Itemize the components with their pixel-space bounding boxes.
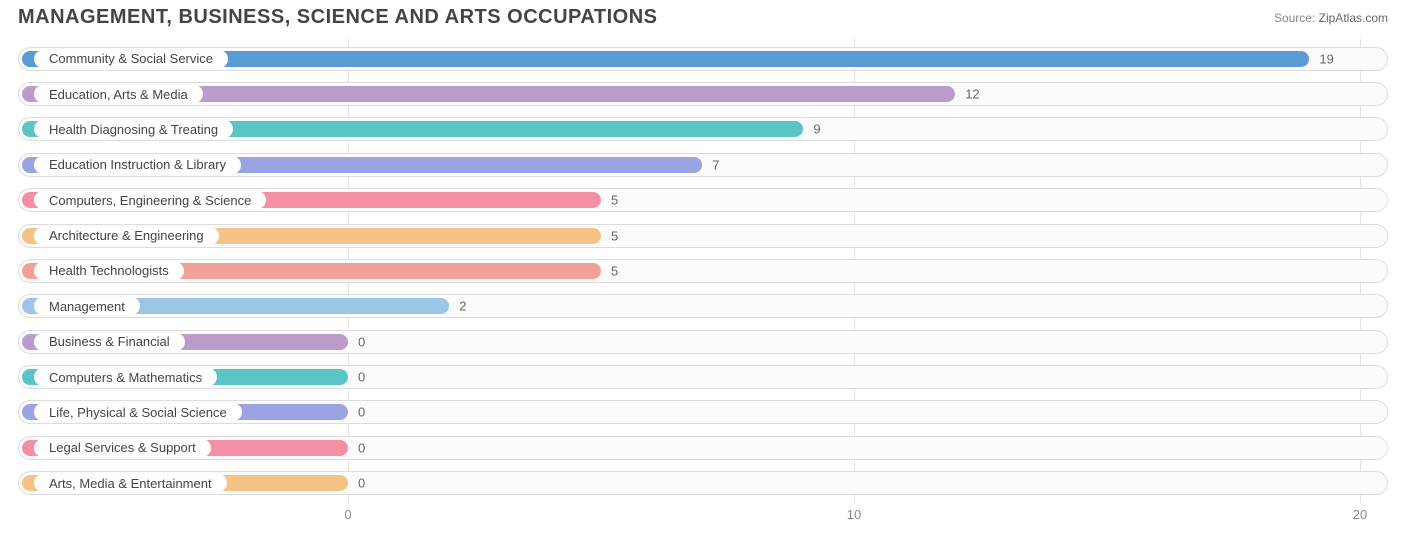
- x-tick: 10: [847, 507, 861, 522]
- bar-label-pill: Business & Financial: [34, 333, 185, 351]
- bar-label-pill: Community & Social Service: [34, 50, 228, 68]
- bar-value: 0: [358, 334, 365, 349]
- bar-label-pill: Health Technologists: [34, 262, 184, 280]
- bar-row: Life, Physical & Social Science 0: [18, 398, 1388, 426]
- bar-row: Arts, Media & Entertainment 0: [18, 469, 1388, 497]
- bar-label-pill: Architecture & Engineering: [34, 227, 219, 245]
- bar-label-pill: Computers & Mathematics: [34, 368, 217, 386]
- chart-source: Source: ZipAtlas.com: [1274, 11, 1388, 25]
- bar-value: 0: [358, 440, 365, 455]
- source-label: Source:: [1274, 11, 1315, 25]
- bar-value: 0: [358, 476, 365, 491]
- chart-bars: Community & Social Service 19 Education, A…: [18, 39, 1388, 503]
- x-tick: 0: [344, 507, 351, 522]
- bar-value: 5: [611, 263, 618, 278]
- bar-label-pill: Management: [34, 297, 140, 315]
- bar-row: Education, Arts & Media 12: [18, 80, 1388, 108]
- bar-value: 0: [358, 370, 365, 385]
- bar-value: 9: [813, 122, 820, 137]
- chart-title: MANAGEMENT, BUSINESS, SCIENCE AND ARTS O…: [18, 6, 657, 29]
- bar-row: Legal Services & Support 0: [18, 434, 1388, 462]
- bar-row: Business & Financial 0: [18, 328, 1388, 356]
- bar-value: 0: [358, 405, 365, 420]
- bar-label-pill: Legal Services & Support: [34, 439, 211, 457]
- bar-label-pill: Health Diagnosing & Treating: [34, 120, 233, 138]
- bar-row: Architecture & Engineering 5: [18, 222, 1388, 250]
- bar-value: 7: [712, 157, 719, 172]
- bar-row: Computers, Engineering & Science 5: [18, 186, 1388, 214]
- bar-value: 5: [611, 228, 618, 243]
- bar-label-pill: Education Instruction & Library: [34, 156, 241, 174]
- bar-value: 5: [611, 193, 618, 208]
- bar-row: Computers & Mathematics 0: [18, 363, 1388, 391]
- bar-label-pill: Arts, Media & Entertainment: [34, 474, 227, 492]
- bar-row: Community & Social Service 19: [18, 45, 1388, 73]
- x-axis: 0 10 20: [18, 503, 1388, 529]
- bar-label-pill: Education, Arts & Media: [34, 85, 203, 103]
- bar-row: Health Diagnosing & Treating 9: [18, 115, 1388, 143]
- bar-row: Education Instruction & Library 7: [18, 151, 1388, 179]
- chart-header: MANAGEMENT, BUSINESS, SCIENCE AND ARTS O…: [0, 0, 1406, 31]
- bar-row: Management 2: [18, 292, 1388, 320]
- x-tick: 20: [1353, 507, 1367, 522]
- source-name: ZipAtlas.com: [1319, 11, 1388, 25]
- chart-area: Community & Social Service 19 Education, A…: [18, 39, 1388, 529]
- bar-value: 12: [965, 87, 979, 102]
- bar-label-pill: Computers, Engineering & Science: [34, 191, 266, 209]
- bar-value: 2: [459, 299, 466, 314]
- bar-row: Health Technologists 5: [18, 257, 1388, 285]
- bar-label-pill: Life, Physical & Social Science: [34, 403, 242, 421]
- chart-container: MANAGEMENT, BUSINESS, SCIENCE AND ARTS O…: [0, 0, 1406, 558]
- bar-value: 19: [1319, 51, 1333, 66]
